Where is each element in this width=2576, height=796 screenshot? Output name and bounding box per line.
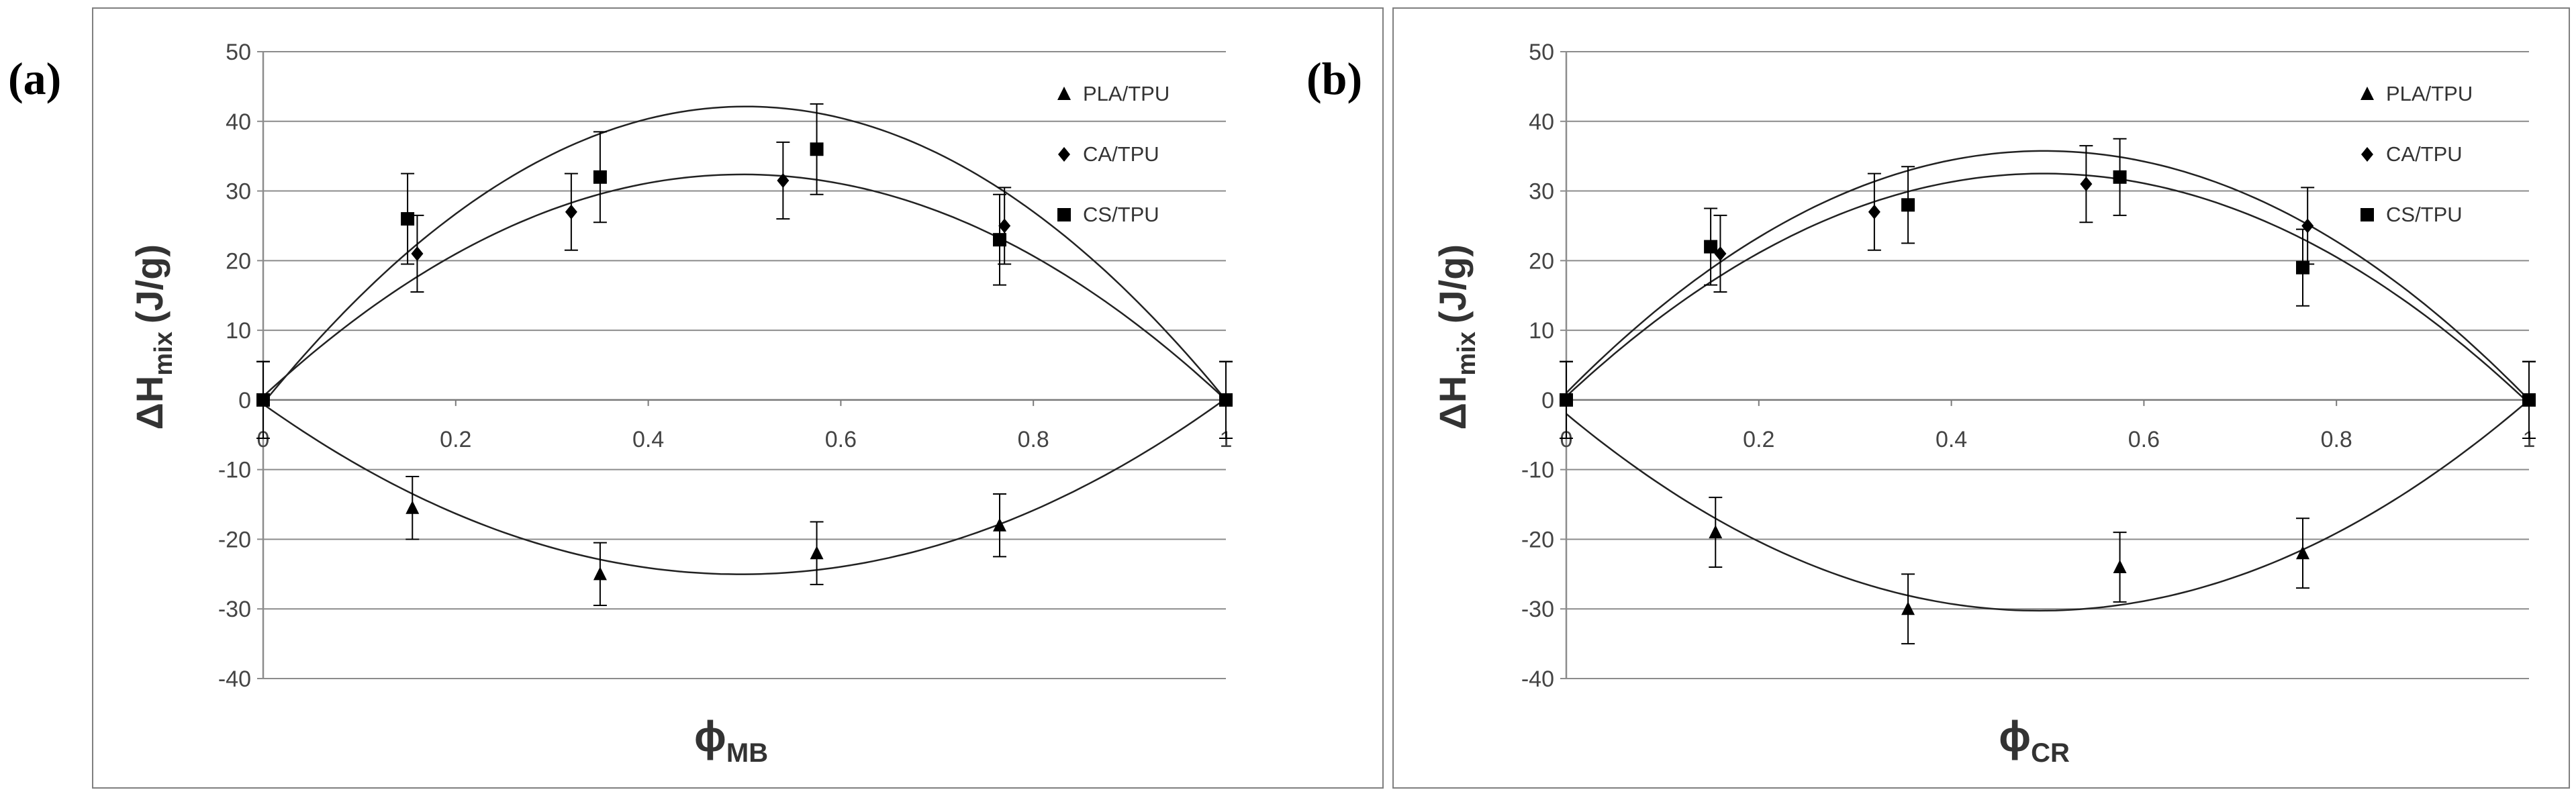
y-tick-label: 0 <box>1541 388 1554 413</box>
data-point-pla-tpu <box>993 517 1007 532</box>
data-point-pla-tpu <box>810 546 824 560</box>
data-point-pla-tpu <box>593 566 607 581</box>
x-axis-title-symbol: ϕ <box>1999 712 2031 760</box>
data-point-cs-tpu <box>1704 240 1718 254</box>
x-tick-label: 0.6 <box>2128 427 2160 452</box>
y-axis-title-subscript: mix <box>150 332 178 375</box>
legend-label: CA/TPU <box>1083 142 1159 166</box>
data-point-cs-tpu <box>1560 393 1573 407</box>
y-tick-label: -40 <box>218 666 251 692</box>
y-tick-label: -10 <box>1521 458 1554 483</box>
legend-label: PLA/TPU <box>1083 82 1170 105</box>
data-point-cs-tpu <box>1219 393 1233 407</box>
y-tick-label: 20 <box>1529 248 1554 274</box>
y-tick-label: 50 <box>1529 40 1554 65</box>
y-tick-label: -30 <box>1521 597 1554 622</box>
data-point-ca-tpu <box>2080 177 2093 192</box>
y-tick-label: 20 <box>226 248 251 274</box>
legend-marker-pla-tpu <box>1057 87 1071 100</box>
data-point-pla-tpu <box>1901 601 1915 615</box>
x-tick-label: 1 <box>2523 427 2536 452</box>
legend-label: CA/TPU <box>2386 142 2463 166</box>
legend-marker-cs-tpu <box>1057 208 1071 221</box>
data-point-cs-tpu <box>1901 198 1915 212</box>
data-point-cs-tpu <box>593 170 607 184</box>
x-axis-title-subscript: CR <box>2031 738 2070 768</box>
data-point-ca-tpu <box>565 204 577 219</box>
legend-marker-cs-tpu <box>2360 208 2374 221</box>
data-point-ca-tpu <box>1868 204 1880 219</box>
legend-label: PLA/TPU <box>2386 82 2473 105</box>
x-tick-label: 0.8 <box>1018 427 1049 452</box>
y-axis-title-symbol: ΔH <box>128 376 171 430</box>
y-tick-label: 10 <box>1529 318 1554 344</box>
y-axis-title: ΔHmix (J/g) <box>128 244 178 430</box>
y-axis-title-unit: (J/g) <box>128 244 171 324</box>
y-tick-label: 40 <box>226 109 251 135</box>
y-tick-label: 50 <box>226 40 251 65</box>
x-tick-label: 0.2 <box>440 427 471 452</box>
legend-label: CS/TPU <box>1083 203 1159 226</box>
data-point-cs-tpu <box>2113 170 2127 184</box>
data-point-cs-tpu <box>2296 260 2310 275</box>
y-tick-label: -20 <box>1521 527 1554 552</box>
legend-marker-ca-tpu <box>1058 147 1070 162</box>
data-point-cs-tpu <box>2522 393 2536 407</box>
x-tick-label: 1 <box>1220 427 1233 452</box>
x-axis-title: ϕCR <box>1999 712 2070 768</box>
x-axis-title-symbol: ϕ <box>694 712 726 760</box>
data-point-pla-tpu <box>1709 525 1723 539</box>
y-axis-title-symbol: ΔH <box>1431 376 1474 430</box>
data-point-ca-tpu <box>411 246 424 261</box>
fit-curve-cs-tpu <box>1566 172 2530 405</box>
x-tick-label: 0.6 <box>825 427 857 452</box>
data-point-pla-tpu <box>406 500 420 514</box>
legend-marker-ca-tpu <box>2361 147 2373 162</box>
data-point-ca-tpu <box>998 218 1011 234</box>
data-point-ca-tpu <box>777 172 790 188</box>
panel-label: (b) <box>1306 53 1362 104</box>
y-axis-title-unit: (J/g) <box>1431 244 1474 324</box>
y-tick-label: -10 <box>218 458 251 483</box>
x-tick-label: 0.8 <box>2321 427 2352 452</box>
fit-curve-pla-tpu <box>1566 399 2530 612</box>
y-tick-label: 0 <box>238 388 251 413</box>
data-point-pla-tpu <box>2113 559 2127 573</box>
fit-curve-ca-tpu <box>1566 150 2530 401</box>
y-tick-label: 40 <box>1529 109 1554 135</box>
x-tick-label: 0.2 <box>1743 427 1774 452</box>
chart-frame <box>1392 7 2570 789</box>
data-point-cs-tpu <box>993 233 1007 247</box>
x-tick-label: 0 <box>257 427 270 452</box>
x-tick-label: 0 <box>1560 427 1573 452</box>
data-point-cs-tpu <box>256 393 270 407</box>
y-axis-title-subscript: mix <box>1453 332 1481 375</box>
x-tick-label: 0.4 <box>1936 427 1967 452</box>
y-tick-label: -30 <box>218 597 251 622</box>
chart-frame <box>92 7 1384 789</box>
y-tick-label: 30 <box>1529 179 1554 205</box>
panel-label: (a) <box>8 53 61 104</box>
data-point-cs-tpu <box>810 142 824 156</box>
y-tick-label: -20 <box>218 527 251 552</box>
data-point-pla-tpu <box>2296 546 2310 560</box>
legend-marker-pla-tpu <box>2360 87 2374 100</box>
y-tick-label: -40 <box>1521 666 1554 692</box>
data-point-cs-tpu <box>401 212 415 226</box>
x-axis-title-subscript: MB <box>726 738 768 768</box>
fit-curve-cs-tpu <box>263 105 1227 404</box>
y-axis-title: ΔHmix (J/g) <box>1431 244 1481 430</box>
x-axis-title: ϕMB <box>694 712 768 768</box>
legend-label: CS/TPU <box>2386 203 2463 226</box>
fit-curve-ca-tpu <box>263 173 1227 401</box>
y-tick-label: 10 <box>226 318 251 344</box>
y-tick-label: 30 <box>226 179 251 205</box>
x-tick-label: 0.4 <box>632 427 664 452</box>
fit-curve-pla-tpu <box>263 397 1227 575</box>
